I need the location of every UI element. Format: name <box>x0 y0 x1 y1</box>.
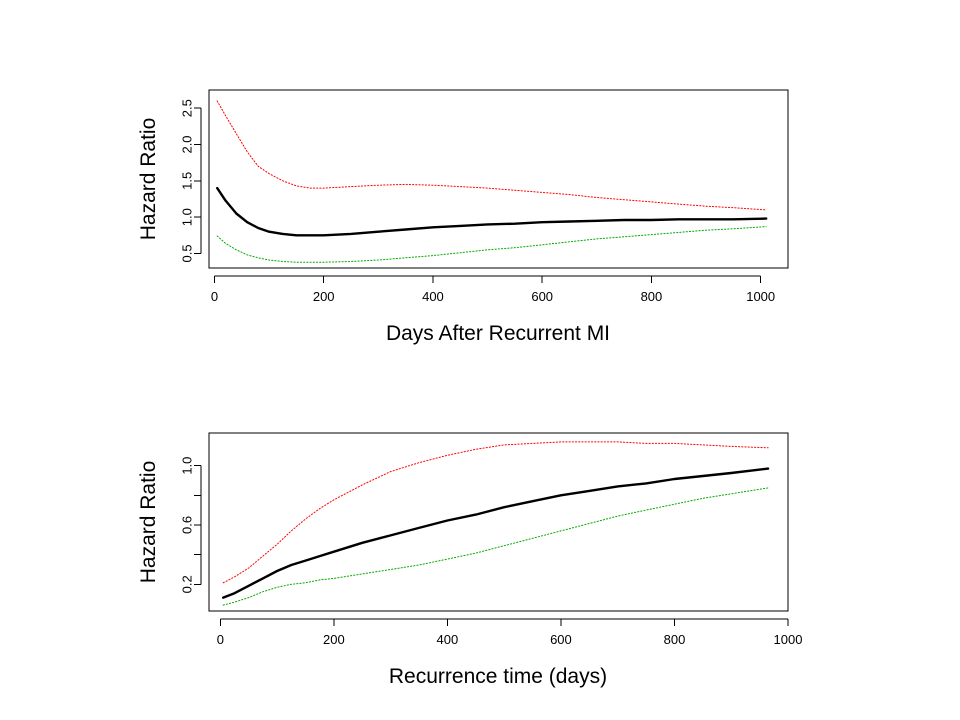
x-tick-label: 800 <box>664 632 686 647</box>
series-layer <box>215 100 768 263</box>
lower-bound-line <box>216 226 767 263</box>
x-tick-label: 200 <box>313 289 335 304</box>
y-tick-label: 2.0 <box>180 135 195 153</box>
x-axis: 0 200 400 600 800 1000 <box>211 275 775 304</box>
x-axis: 0 200 400 600 800 1000 <box>217 618 803 647</box>
y-tick-label: 1.0 <box>180 208 195 226</box>
y-axis: 0.2 0.6 1.0 <box>180 457 202 593</box>
x-tick-label: 600 <box>531 289 553 304</box>
estimate-line <box>221 467 770 599</box>
y-tick-label: 1.5 <box>180 172 195 190</box>
plot-frame <box>208 89 789 269</box>
x-tick-label: 600 <box>550 632 572 647</box>
x-tick-label: 800 <box>641 289 663 304</box>
x-tick-label: 400 <box>422 289 444 304</box>
upper-bound-line <box>222 441 769 584</box>
y-axis: 0.5 1.0 1.5 2.0 2.5 <box>180 99 202 263</box>
x-tick-label: 0 <box>211 289 218 304</box>
y-tick-label: 0.2 <box>180 575 195 593</box>
x-tick-label: 400 <box>437 632 459 647</box>
x-axis-title: Days After Recurrent MI <box>386 322 610 345</box>
estimate-line <box>215 186 768 237</box>
x-axis-title: Recurrence time (days) <box>389 665 607 688</box>
hazard-ratio-chart-recurrence-time: 0 200 400 600 800 1000 0.2 0.6 1.0 Recurrence t… <box>137 432 803 688</box>
x-tick-label: 0 <box>217 632 224 647</box>
upper-bound-line <box>216 100 767 211</box>
hazard-ratio-chart-days-after-mi: 0 200 400 600 800 1000 0.5 1.0 1.5 2.0 2.5 Days A… <box>137 89 789 345</box>
plot-frame <box>208 432 789 612</box>
series-layer <box>221 441 770 606</box>
y-tick-label: 0.5 <box>180 244 195 262</box>
lower-bound-line <box>222 487 769 606</box>
x-tick-label: 200 <box>323 632 345 647</box>
y-tick-label: 0.6 <box>180 516 195 534</box>
y-tick-label: 1.0 <box>180 457 195 475</box>
x-tick-label: 1000 <box>746 289 775 304</box>
y-axis-title: Hazard Ratio <box>137 118 160 241</box>
y-axis-title: Hazard Ratio <box>137 461 160 584</box>
x-tick-label: 1000 <box>774 632 803 647</box>
y-tick-label: 2.5 <box>180 99 195 117</box>
